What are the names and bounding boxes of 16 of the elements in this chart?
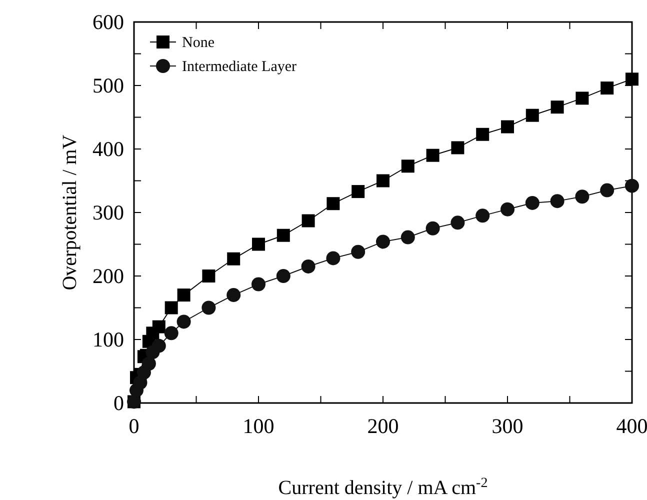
x-tick-label: 100	[242, 414, 274, 438]
y-tick-label: 600	[92, 10, 124, 34]
x-tick-label: 0	[128, 414, 140, 438]
y-tick-label: 300	[92, 200, 124, 224]
y-tick-label: 100	[92, 328, 124, 352]
y-tick-label: 500	[92, 74, 124, 98]
x-tick-label: 400	[616, 414, 647, 438]
legend-label: Intermediate Layer	[182, 59, 297, 75]
y-tick-label: 400	[92, 137, 124, 161]
x-axis-title: Current density / mA cm$^{-2}$	[278, 476, 488, 499]
x-tick-label: 200	[367, 414, 399, 438]
y-tick-label: 200	[92, 264, 124, 288]
x-tick-label: 300	[492, 414, 524, 438]
y-axis-title: Overpotential / mV	[59, 134, 81, 290]
legend-label: None	[182, 35, 215, 51]
y-tick-label: 0	[114, 391, 124, 415]
